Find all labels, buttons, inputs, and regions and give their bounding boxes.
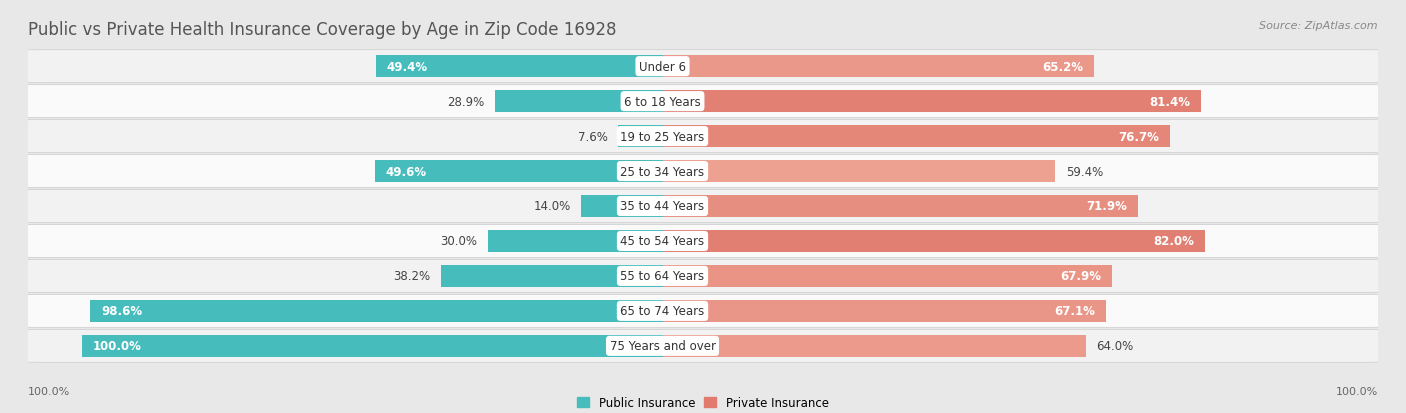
Text: 49.6%: 49.6%: [385, 165, 426, 178]
Text: 28.9%: 28.9%: [447, 95, 484, 108]
Bar: [662, 126, 1170, 147]
Text: 59.4%: 59.4%: [1066, 165, 1104, 178]
Text: Under 6: Under 6: [638, 61, 686, 74]
Bar: [581, 196, 662, 217]
Text: 98.6%: 98.6%: [101, 305, 142, 318]
Bar: [662, 161, 1056, 183]
Text: 64.0%: 64.0%: [1097, 339, 1133, 352]
Bar: [441, 266, 662, 287]
Text: 100.0%: 100.0%: [1336, 387, 1378, 396]
Text: 81.4%: 81.4%: [1149, 95, 1189, 108]
Text: 75 Years and over: 75 Years and over: [610, 339, 716, 352]
Text: 65.2%: 65.2%: [1042, 61, 1083, 74]
Text: 30.0%: 30.0%: [440, 235, 478, 248]
Bar: [488, 230, 662, 252]
Bar: [90, 300, 662, 322]
Bar: [82, 335, 662, 357]
Text: 25 to 34 Years: 25 to 34 Years: [620, 165, 704, 178]
FancyBboxPatch shape: [0, 51, 1406, 83]
Text: 45 to 54 Years: 45 to 54 Years: [620, 235, 704, 248]
Text: 76.7%: 76.7%: [1118, 130, 1159, 143]
Text: 7.6%: 7.6%: [578, 130, 607, 143]
Bar: [374, 161, 662, 183]
Text: 82.0%: 82.0%: [1153, 235, 1194, 248]
FancyBboxPatch shape: [0, 120, 1406, 153]
Bar: [619, 126, 662, 147]
Text: 38.2%: 38.2%: [392, 270, 430, 283]
Text: 19 to 25 Years: 19 to 25 Years: [620, 130, 704, 143]
Bar: [662, 266, 1112, 287]
Text: 49.4%: 49.4%: [387, 61, 427, 74]
Bar: [662, 91, 1201, 113]
Text: 71.9%: 71.9%: [1087, 200, 1128, 213]
Bar: [662, 335, 1085, 357]
Text: 65 to 74 Years: 65 to 74 Years: [620, 305, 704, 318]
Text: 14.0%: 14.0%: [533, 200, 571, 213]
FancyBboxPatch shape: [0, 225, 1406, 258]
Text: Public vs Private Health Insurance Coverage by Age in Zip Code 16928: Public vs Private Health Insurance Cover…: [28, 21, 617, 38]
FancyBboxPatch shape: [0, 85, 1406, 118]
Text: 100.0%: 100.0%: [28, 387, 70, 396]
Bar: [662, 300, 1107, 322]
Bar: [662, 56, 1094, 78]
FancyBboxPatch shape: [0, 260, 1406, 293]
Legend: Public Insurance, Private Insurance: Public Insurance, Private Insurance: [572, 392, 834, 413]
FancyBboxPatch shape: [0, 330, 1406, 362]
Bar: [662, 230, 1205, 252]
Text: 6 to 18 Years: 6 to 18 Years: [624, 95, 700, 108]
Text: Source: ZipAtlas.com: Source: ZipAtlas.com: [1260, 21, 1378, 31]
FancyBboxPatch shape: [0, 190, 1406, 223]
Text: 67.9%: 67.9%: [1060, 270, 1101, 283]
Text: 55 to 64 Years: 55 to 64 Years: [620, 270, 704, 283]
Bar: [495, 91, 662, 113]
Text: 67.1%: 67.1%: [1054, 305, 1095, 318]
FancyBboxPatch shape: [0, 295, 1406, 328]
Text: 35 to 44 Years: 35 to 44 Years: [620, 200, 704, 213]
Bar: [375, 56, 662, 78]
Bar: [662, 196, 1137, 217]
FancyBboxPatch shape: [0, 155, 1406, 188]
Text: 100.0%: 100.0%: [93, 339, 142, 352]
